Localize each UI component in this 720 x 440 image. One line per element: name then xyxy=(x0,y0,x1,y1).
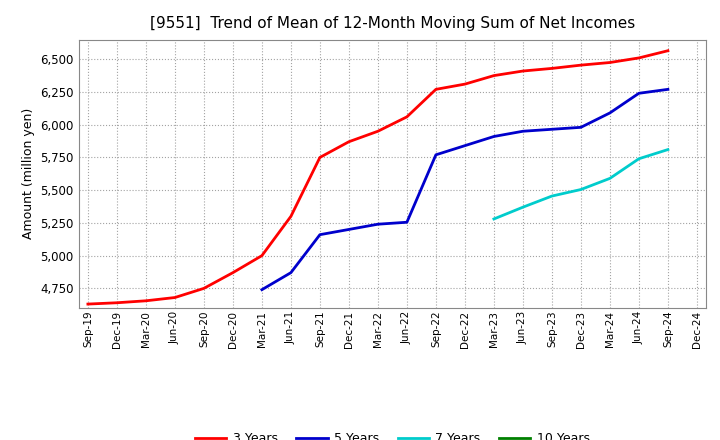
Line: 7 Years: 7 Years xyxy=(494,150,668,219)
3 Years xyxy=(577,62,585,68)
3 Years xyxy=(258,253,266,258)
5 Years xyxy=(315,232,324,237)
3 Years xyxy=(402,114,411,120)
7 Years xyxy=(664,147,672,152)
3 Years xyxy=(84,301,92,307)
5 Years xyxy=(287,270,295,275)
3 Years xyxy=(431,87,440,92)
3 Years xyxy=(142,298,150,304)
5 Years xyxy=(634,91,643,96)
5 Years xyxy=(402,220,411,225)
3 Years xyxy=(199,286,208,291)
7 Years xyxy=(606,176,614,181)
5 Years xyxy=(345,227,354,232)
3 Years xyxy=(315,155,324,160)
Line: 3 Years: 3 Years xyxy=(88,51,668,304)
5 Years xyxy=(548,127,557,132)
5 Years xyxy=(664,87,672,92)
5 Years xyxy=(461,143,469,148)
3 Years xyxy=(664,48,672,53)
5 Years xyxy=(518,128,527,134)
5 Years xyxy=(606,110,614,116)
Line: 5 Years: 5 Years xyxy=(262,89,668,290)
3 Years xyxy=(606,60,614,65)
Title: [9551]  Trend of Mean of 12-Month Moving Sum of Net Incomes: [9551] Trend of Mean of 12-Month Moving … xyxy=(150,16,635,32)
7 Years xyxy=(490,216,498,222)
3 Years xyxy=(171,295,179,300)
3 Years xyxy=(374,128,382,134)
3 Years xyxy=(518,68,527,73)
5 Years xyxy=(577,125,585,130)
3 Years xyxy=(490,73,498,78)
3 Years xyxy=(345,139,354,144)
7 Years xyxy=(518,205,527,210)
7 Years xyxy=(634,156,643,161)
7 Years xyxy=(577,187,585,192)
Legend: 3 Years, 5 Years, 7 Years, 10 Years: 3 Years, 5 Years, 7 Years, 10 Years xyxy=(190,427,595,440)
3 Years xyxy=(461,81,469,87)
5 Years xyxy=(490,134,498,139)
3 Years xyxy=(228,270,237,275)
3 Years xyxy=(548,66,557,71)
7 Years xyxy=(548,194,557,199)
3 Years xyxy=(112,300,121,305)
5 Years xyxy=(374,222,382,227)
Y-axis label: Amount (million yen): Amount (million yen) xyxy=(22,108,35,239)
3 Years xyxy=(287,214,295,219)
3 Years xyxy=(634,55,643,61)
5 Years xyxy=(258,287,266,292)
5 Years xyxy=(431,152,440,158)
